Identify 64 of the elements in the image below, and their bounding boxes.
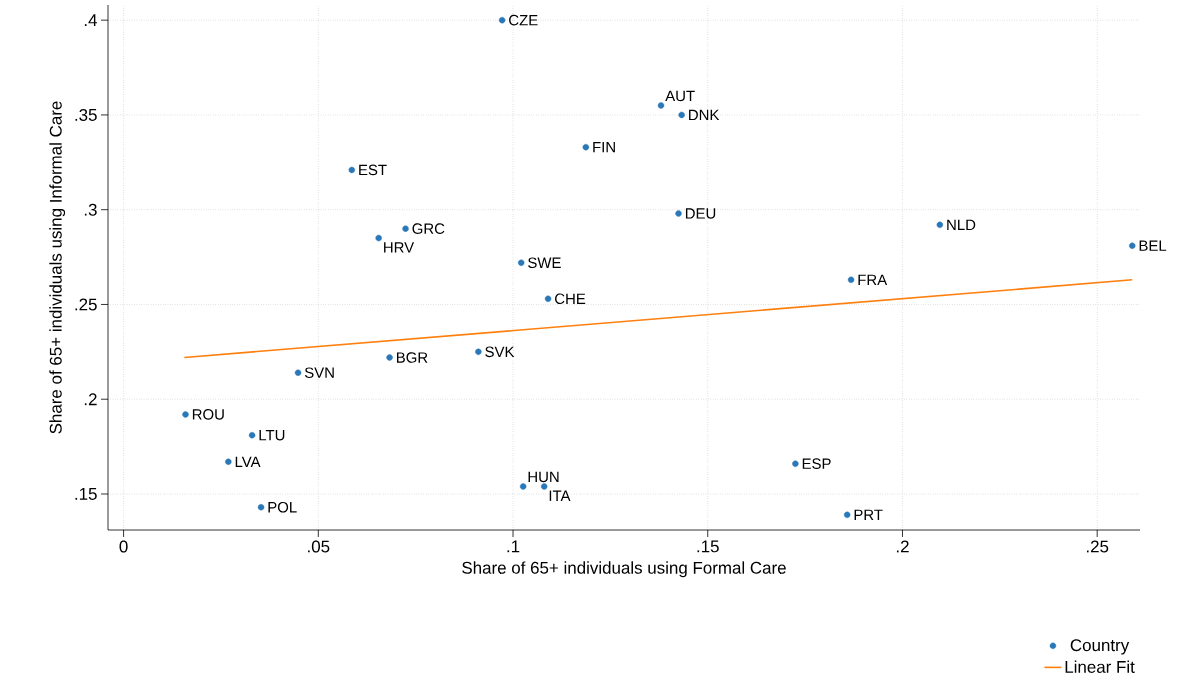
point bbox=[675, 210, 682, 217]
annotation: NLD bbox=[947, 219, 976, 230]
annotation: SVK bbox=[485, 346, 515, 358]
annotation: ESP bbox=[802, 458, 831, 469]
point bbox=[225, 458, 232, 465]
point bbox=[519, 483, 527, 490]
annotation: FIN bbox=[593, 142, 615, 153]
point bbox=[540, 483, 548, 490]
point bbox=[792, 460, 799, 467]
x-tick-label: .25 bbox=[1086, 540, 1109, 553]
legend-label: Linear Fit bbox=[1065, 660, 1135, 673]
point bbox=[657, 102, 665, 109]
point bbox=[348, 166, 355, 174]
point bbox=[294, 369, 302, 376]
annotation: LVA bbox=[235, 456, 261, 467]
point bbox=[582, 143, 590, 151]
point bbox=[518, 259, 525, 266]
annotation: EST bbox=[359, 164, 387, 176]
x-axis-title: Share of 65+ individuals using Formal Care bbox=[462, 561, 786, 578]
y-tick-label: .15 bbox=[75, 488, 97, 500]
annotation: AUT bbox=[665, 90, 695, 102]
point bbox=[678, 111, 685, 119]
annotation: CHE bbox=[555, 293, 586, 305]
annotation: CZE bbox=[509, 14, 538, 26]
legend-label: Country bbox=[1070, 639, 1130, 655]
annotation: DNK bbox=[689, 109, 720, 121]
annotation: SWE bbox=[528, 257, 561, 269]
point bbox=[257, 504, 265, 511]
annotation: FRA bbox=[858, 274, 888, 285]
annotation: BGR bbox=[396, 352, 428, 363]
y-tick-label: .2 bbox=[84, 393, 97, 406]
annotation: ITA bbox=[549, 490, 571, 501]
point bbox=[475, 348, 482, 356]
y-tick-label: .3 bbox=[84, 203, 97, 216]
point bbox=[386, 354, 393, 361]
annotation: HRV bbox=[384, 242, 415, 253]
point bbox=[375, 234, 382, 242]
y-tick-label: .4 bbox=[84, 14, 97, 26]
annotation: BEL bbox=[1139, 240, 1167, 251]
point bbox=[402, 225, 409, 232]
x-tick-label: .15 bbox=[697, 540, 719, 553]
annotation: GRC bbox=[412, 223, 445, 234]
x-tick-label: .05 bbox=[308, 540, 330, 553]
x-tick-label: 0 bbox=[119, 540, 128, 553]
point bbox=[544, 295, 552, 302]
point bbox=[1129, 242, 1136, 249]
point bbox=[498, 16, 506, 24]
y-axis-title: Share of 65+ individuals using Informal Care bbox=[49, 101, 66, 434]
y-tick-label: .35 bbox=[75, 108, 97, 121]
x-tick-label: .2 bbox=[896, 540, 909, 553]
point bbox=[843, 511, 851, 519]
annotation: SVN bbox=[304, 367, 334, 378]
annotation: LTU bbox=[259, 430, 285, 441]
annotation: PRT bbox=[854, 509, 883, 520]
y-tick-label: .25 bbox=[75, 298, 97, 311]
annotation: ROU bbox=[192, 409, 224, 420]
x-tick-label: .1 bbox=[507, 540, 520, 553]
point bbox=[248, 432, 256, 439]
point bbox=[936, 221, 944, 229]
point bbox=[182, 411, 189, 418]
annotation: POL bbox=[268, 501, 297, 513]
annotation: HUN bbox=[528, 471, 559, 483]
point bbox=[847, 276, 855, 284]
annotation: DEU bbox=[685, 208, 716, 219]
